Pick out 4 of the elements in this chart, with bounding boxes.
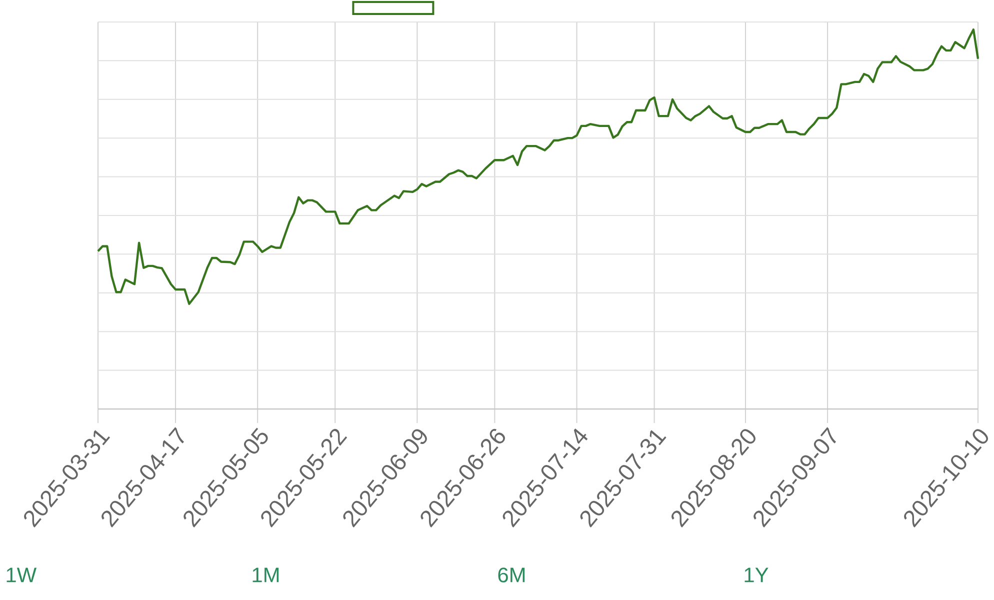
text: 1Y — [744, 568, 768, 582]
text: 1W — [6, 568, 37, 582]
text: 1M — [252, 568, 279, 582]
text: 6M — [498, 568, 525, 582]
